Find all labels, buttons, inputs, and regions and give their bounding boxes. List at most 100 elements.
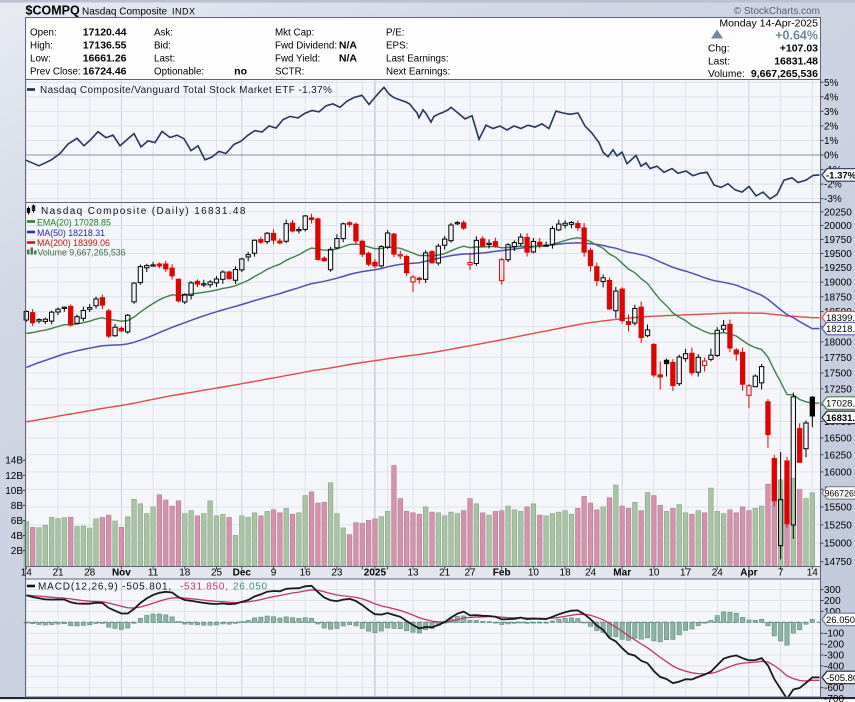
svg-text:16500: 16500 xyxy=(824,433,852,444)
svg-text:Last:: Last: xyxy=(154,54,175,65)
svg-text:Last:: Last: xyxy=(708,57,730,68)
svg-text:-400: -400 xyxy=(824,661,844,672)
svg-text:-3%: -3% xyxy=(824,194,842,205)
svg-text:2B: 2B xyxy=(11,546,24,557)
svg-text:-200: -200 xyxy=(824,640,844,651)
svg-text:18399.0: 18399.0 xyxy=(826,313,855,324)
svg-text:21: 21 xyxy=(52,568,64,579)
svg-text:5%: 5% xyxy=(824,78,839,89)
svg-text:© StockCharts.com: © StockCharts.com xyxy=(734,6,820,17)
svg-text:200: 200 xyxy=(824,596,841,607)
svg-text:$COMPQ: $COMPQ xyxy=(26,4,80,18)
svg-text:13: 13 xyxy=(407,568,419,579)
svg-text:-300: -300 xyxy=(824,651,844,662)
svg-text:17028.8: 17028.8 xyxy=(826,399,855,410)
svg-text:Nasdaq Composite (Daily) 16831: Nasdaq Composite (Daily) 16831.48 xyxy=(41,206,247,217)
svg-text:27: 27 xyxy=(464,568,476,579)
svg-text:10B: 10B xyxy=(5,486,23,497)
svg-text:Bid:: Bid: xyxy=(154,41,171,52)
svg-text:Volume:: Volume: xyxy=(708,69,745,80)
svg-text:26.050: 26.050 xyxy=(826,615,855,626)
svg-text:no: no xyxy=(234,66,247,78)
svg-text:MACD(12,26,9) -505.801,: MACD(12,26,9) -505.801, xyxy=(38,582,172,593)
svg-text:INDX: INDX xyxy=(172,7,196,17)
svg-text:-700: -700 xyxy=(824,694,844,702)
svg-text:9: 9 xyxy=(271,568,277,579)
svg-text:18000: 18000 xyxy=(824,337,852,348)
svg-text:17500: 17500 xyxy=(824,369,852,380)
svg-text:3%: 3% xyxy=(824,107,839,118)
svg-text:18: 18 xyxy=(179,568,191,579)
svg-text:Feb: Feb xyxy=(493,568,511,579)
svg-text:8B: 8B xyxy=(11,501,24,512)
svg-text:10: 10 xyxy=(528,568,540,579)
svg-text:14: 14 xyxy=(21,568,33,579)
svg-text:6B: 6B xyxy=(11,516,24,527)
svg-text:Chg:: Chg: xyxy=(708,44,730,55)
svg-text:14750: 14750 xyxy=(824,557,852,568)
svg-text:Nov: Nov xyxy=(112,568,131,579)
svg-text:23: 23 xyxy=(331,568,343,579)
svg-text:16724.46: 16724.46 xyxy=(83,66,127,78)
svg-text:100: 100 xyxy=(824,607,841,618)
svg-text:19000: 19000 xyxy=(824,278,852,289)
svg-text:MA(200) 18399.06: MA(200) 18399.06 xyxy=(37,238,110,248)
svg-text:24: 24 xyxy=(585,568,597,579)
svg-text:EPS:: EPS: xyxy=(386,41,408,52)
svg-text:20000: 20000 xyxy=(824,221,852,232)
svg-text:17120.44: 17120.44 xyxy=(83,27,127,39)
svg-text:High:: High: xyxy=(30,41,53,52)
svg-text:Apr: Apr xyxy=(740,568,757,579)
svg-text:Low:: Low: xyxy=(30,54,51,65)
svg-text:16831.4: 16831.4 xyxy=(826,413,855,424)
svg-text:Fwd Dividend:: Fwd Dividend: xyxy=(275,41,337,52)
svg-text:18218.3: 18218.3 xyxy=(826,324,855,335)
svg-text:Nasdaq Composite/Vanguard Tota: Nasdaq Composite/Vanguard Total Stock Ma… xyxy=(40,85,332,96)
svg-text:10: 10 xyxy=(648,568,660,579)
svg-text:16661.26: 16661.26 xyxy=(83,53,127,65)
svg-text:Last Earnings:: Last Earnings: xyxy=(386,54,449,65)
svg-text:9667265536: 9667265536 xyxy=(825,488,855,498)
svg-text:14: 14 xyxy=(807,568,819,579)
svg-text:17750: 17750 xyxy=(824,353,852,364)
svg-text:Nasdaq Composite: Nasdaq Composite xyxy=(82,7,167,18)
svg-text:1%: 1% xyxy=(824,136,839,147)
svg-text:28: 28 xyxy=(84,568,96,579)
svg-text:Open:: Open: xyxy=(30,28,57,39)
svg-text:12B: 12B xyxy=(5,471,23,482)
svg-text:19500: 19500 xyxy=(824,249,852,260)
svg-text:4%: 4% xyxy=(824,92,839,103)
svg-text:17136.55: 17136.55 xyxy=(83,40,127,52)
svg-text:Ask:: Ask: xyxy=(154,28,173,39)
svg-text:Fwd Yield:: Fwd Yield: xyxy=(275,54,320,65)
svg-text:20250: 20250 xyxy=(824,207,852,218)
svg-text:16000: 16000 xyxy=(824,467,852,478)
svg-text:-600: -600 xyxy=(824,683,844,694)
svg-text:EMA(20) 17028.85: EMA(20) 17028.85 xyxy=(37,217,111,227)
svg-text:MA(50) 18218.31: MA(50) 18218.31 xyxy=(37,228,105,238)
svg-text:2025: 2025 xyxy=(364,568,387,579)
svg-text:26.050: 26.050 xyxy=(233,582,268,593)
svg-text:19250: 19250 xyxy=(824,263,852,274)
svg-text:Monday 14-Apr-2025: Monday 14-Apr-2025 xyxy=(719,18,818,30)
svg-text:18: 18 xyxy=(560,568,572,579)
svg-text:24: 24 xyxy=(712,568,724,579)
svg-text:15000: 15000 xyxy=(824,539,852,550)
svg-text:Mar: Mar xyxy=(613,568,631,579)
svg-text:11: 11 xyxy=(148,568,159,579)
svg-text:25: 25 xyxy=(211,568,223,579)
svg-text:19750: 19750 xyxy=(824,235,852,246)
svg-text:Mkt Cap:: Mkt Cap: xyxy=(275,28,314,39)
svg-text:Dec: Dec xyxy=(233,568,252,579)
svg-text:0%: 0% xyxy=(824,151,839,162)
svg-text:15250: 15250 xyxy=(824,520,852,531)
svg-text:-531.850,: -531.850, xyxy=(180,582,229,593)
svg-text:7: 7 xyxy=(778,568,784,579)
svg-text:Prev Close:: Prev Close: xyxy=(30,67,81,78)
svg-text:16831.48: 16831.48 xyxy=(774,56,818,68)
svg-text:18750: 18750 xyxy=(824,292,852,303)
svg-text:-1.37%: -1.37% xyxy=(826,170,855,181)
svg-text:4B: 4B xyxy=(11,531,24,542)
svg-text:300: 300 xyxy=(824,585,841,596)
svg-text:Optionable:: Optionable: xyxy=(154,67,204,78)
